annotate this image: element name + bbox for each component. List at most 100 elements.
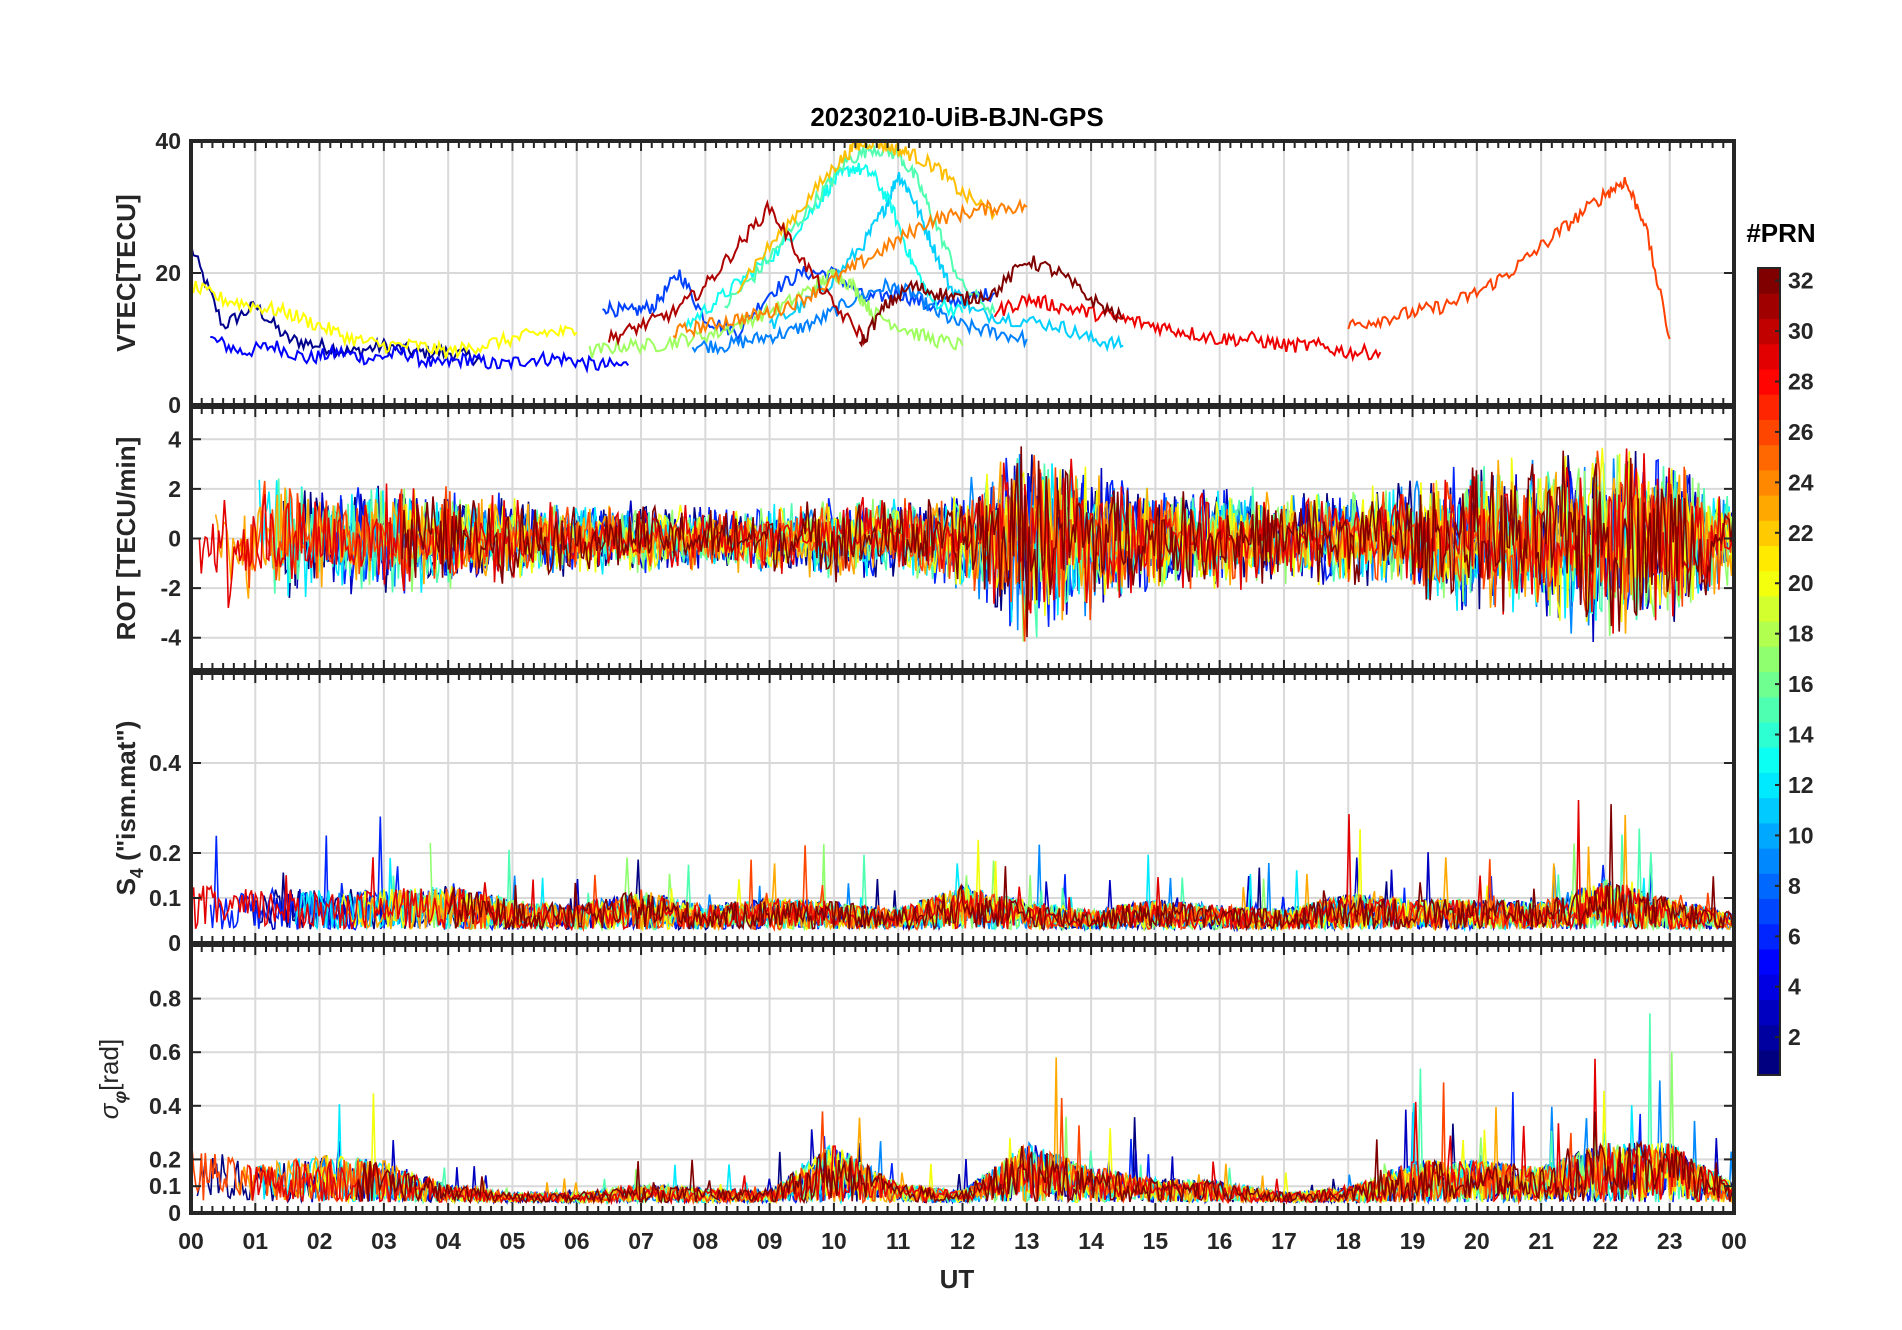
colorbar-segment [1758, 394, 1780, 420]
colorbar-tick-label: 2 [1788, 1024, 1801, 1050]
x-tick-label: 05 [500, 1228, 526, 1254]
y-tick-label: 0.2 [149, 1146, 181, 1172]
series-prn-32 [858, 255, 1124, 348]
y-tick-label: 0.4 [149, 750, 181, 776]
x-tick-label: 21 [1528, 1228, 1554, 1254]
colorbar-segment [1758, 595, 1780, 622]
series-prn-24 [672, 197, 1028, 340]
colorbar-segment [1758, 974, 1780, 1000]
panel-sigma-phi: 00.10.2 0.4 0.6 0.8 [149, 943, 1736, 1226]
y-tick-label: 0 [168, 526, 181, 552]
plot-area [191, 1013, 1734, 1206]
x-ticks [190, 945, 1735, 1213]
colorbar-segment [1758, 368, 1780, 395]
y-tick-label: -2 [161, 575, 181, 601]
y-tick-label: 0 [168, 930, 181, 956]
x-tick-label: 04 [435, 1228, 461, 1254]
series-prn-15 [724, 141, 996, 317]
y-tick-label: 0.1 [149, 885, 181, 911]
x-ticks [190, 141, 1735, 405]
y-axis-label: S4 ("ism.mat") [111, 721, 147, 896]
colorbar-segment [1758, 671, 1780, 698]
y-axis-label: ROT [TECU/min] [111, 437, 141, 641]
panel-rot: -4 -2 0 2 4 [161, 405, 1736, 672]
y-tick-label: 0 [168, 1200, 181, 1226]
x-tick-label: 09 [757, 1228, 783, 1254]
colorbar-segment [1758, 469, 1780, 496]
x-tick-label: 22 [1593, 1228, 1619, 1254]
colorbar-segment [1758, 621, 1780, 647]
colorbar-segment [1758, 494, 1780, 521]
x-tick-label: 16 [1207, 1228, 1233, 1254]
y-axis-label: VTEC[TECU] [111, 194, 141, 351]
x-tick-label: 07 [628, 1228, 654, 1254]
x-tick-label: 18 [1335, 1228, 1361, 1254]
y-tick-labels: -4 -2 0 2 4 [161, 426, 1734, 651]
colorbar-segment [1758, 747, 1780, 773]
y-tick-label: 0.8 [149, 986, 181, 1012]
x-tick-label: 02 [307, 1228, 333, 1254]
colorbar-tick-label: 4 [1788, 974, 1801, 1000]
x-tick-label: 19 [1400, 1228, 1426, 1254]
colorbar-segment [1758, 1049, 1780, 1076]
colorbar-segment [1758, 822, 1780, 849]
y-tick-label: 0 [168, 392, 181, 418]
y-tick-label: 0.6 [149, 1039, 181, 1065]
series-prn-18 [588, 267, 964, 359]
x-tick-label: 23 [1657, 1228, 1683, 1254]
x-tick-label: 00 [178, 1228, 204, 1254]
x-tick-label: 15 [1143, 1228, 1169, 1254]
y-tick-label: 2 [168, 476, 181, 502]
series-prn-2 [191, 244, 481, 367]
series-prn-32 [401, 446, 1734, 638]
colorbar-tick-label: 18 [1788, 621, 1814, 647]
colorbar-segment [1758, 293, 1780, 320]
x-tick-label: 11 [886, 1228, 911, 1254]
x-tick-label: 10 [821, 1228, 847, 1254]
series-prn-26 [1347, 176, 1671, 340]
series-prn-10 [691, 276, 1028, 356]
colorbar-segment [1758, 520, 1780, 547]
plot-area [191, 141, 1671, 374]
series-prn-32 [355, 1111, 1734, 1205]
x-tick-label: 06 [564, 1228, 590, 1254]
colorbar-segment [1758, 721, 1780, 748]
x-tick-label: 01 [242, 1228, 268, 1254]
plot-area [191, 799, 1734, 933]
series-prn-22 [736, 141, 996, 295]
colorbar-segment [1758, 898, 1780, 925]
colorbar-tick-label: 12 [1788, 772, 1814, 798]
colorbar-segment [1758, 1024, 1780, 1051]
x-tick-label: 14 [1078, 1228, 1104, 1254]
grid-lines [191, 141, 1734, 405]
y-tick-label: 40 [155, 128, 181, 154]
colorbar-tick-label: 16 [1788, 671, 1814, 697]
y-tick-labels: 0 20 40 [155, 128, 1734, 418]
colorbar-tick-label: 22 [1788, 520, 1814, 546]
x-axis: 00 01 02 03 04 05 06 07 08 09 10 11 12 13 14 15 16 17 18 19… [178, 1228, 1747, 1254]
colorbar-tick-label: 20 [1788, 570, 1814, 596]
y-tick-label: 0.1 [149, 1173, 181, 1199]
colorbar-segment [1758, 318, 1780, 345]
colorbar-tick-label: 8 [1788, 873, 1801, 899]
colorbar-segment [1758, 419, 1780, 446]
panel-s4: 0 0.1 0.2 0.4 [149, 671, 1736, 956]
colorbar-label: #PRN [1746, 218, 1815, 248]
series-prn-26 [437, 845, 1734, 933]
colorbar-segment [1758, 696, 1780, 723]
series-prn-12 [768, 172, 1124, 353]
series-prn-5 [210, 335, 630, 374]
x-ticks [190, 673, 1735, 943]
plot-area [198, 446, 1734, 643]
y-tick-label: 0.2 [149, 840, 181, 866]
colorbar-segment [1758, 444, 1780, 471]
colorbar-segment [1758, 999, 1780, 1026]
colorbar-segment [1758, 848, 1780, 874]
series-prn-28 [993, 292, 1382, 363]
y-tick-labels: 0 0.1 0.2 0.4 [149, 750, 1734, 956]
colorbar-segment [1758, 797, 1780, 824]
x-tick-label: 20 [1464, 1228, 1490, 1254]
x-tick-label: 03 [371, 1228, 397, 1254]
